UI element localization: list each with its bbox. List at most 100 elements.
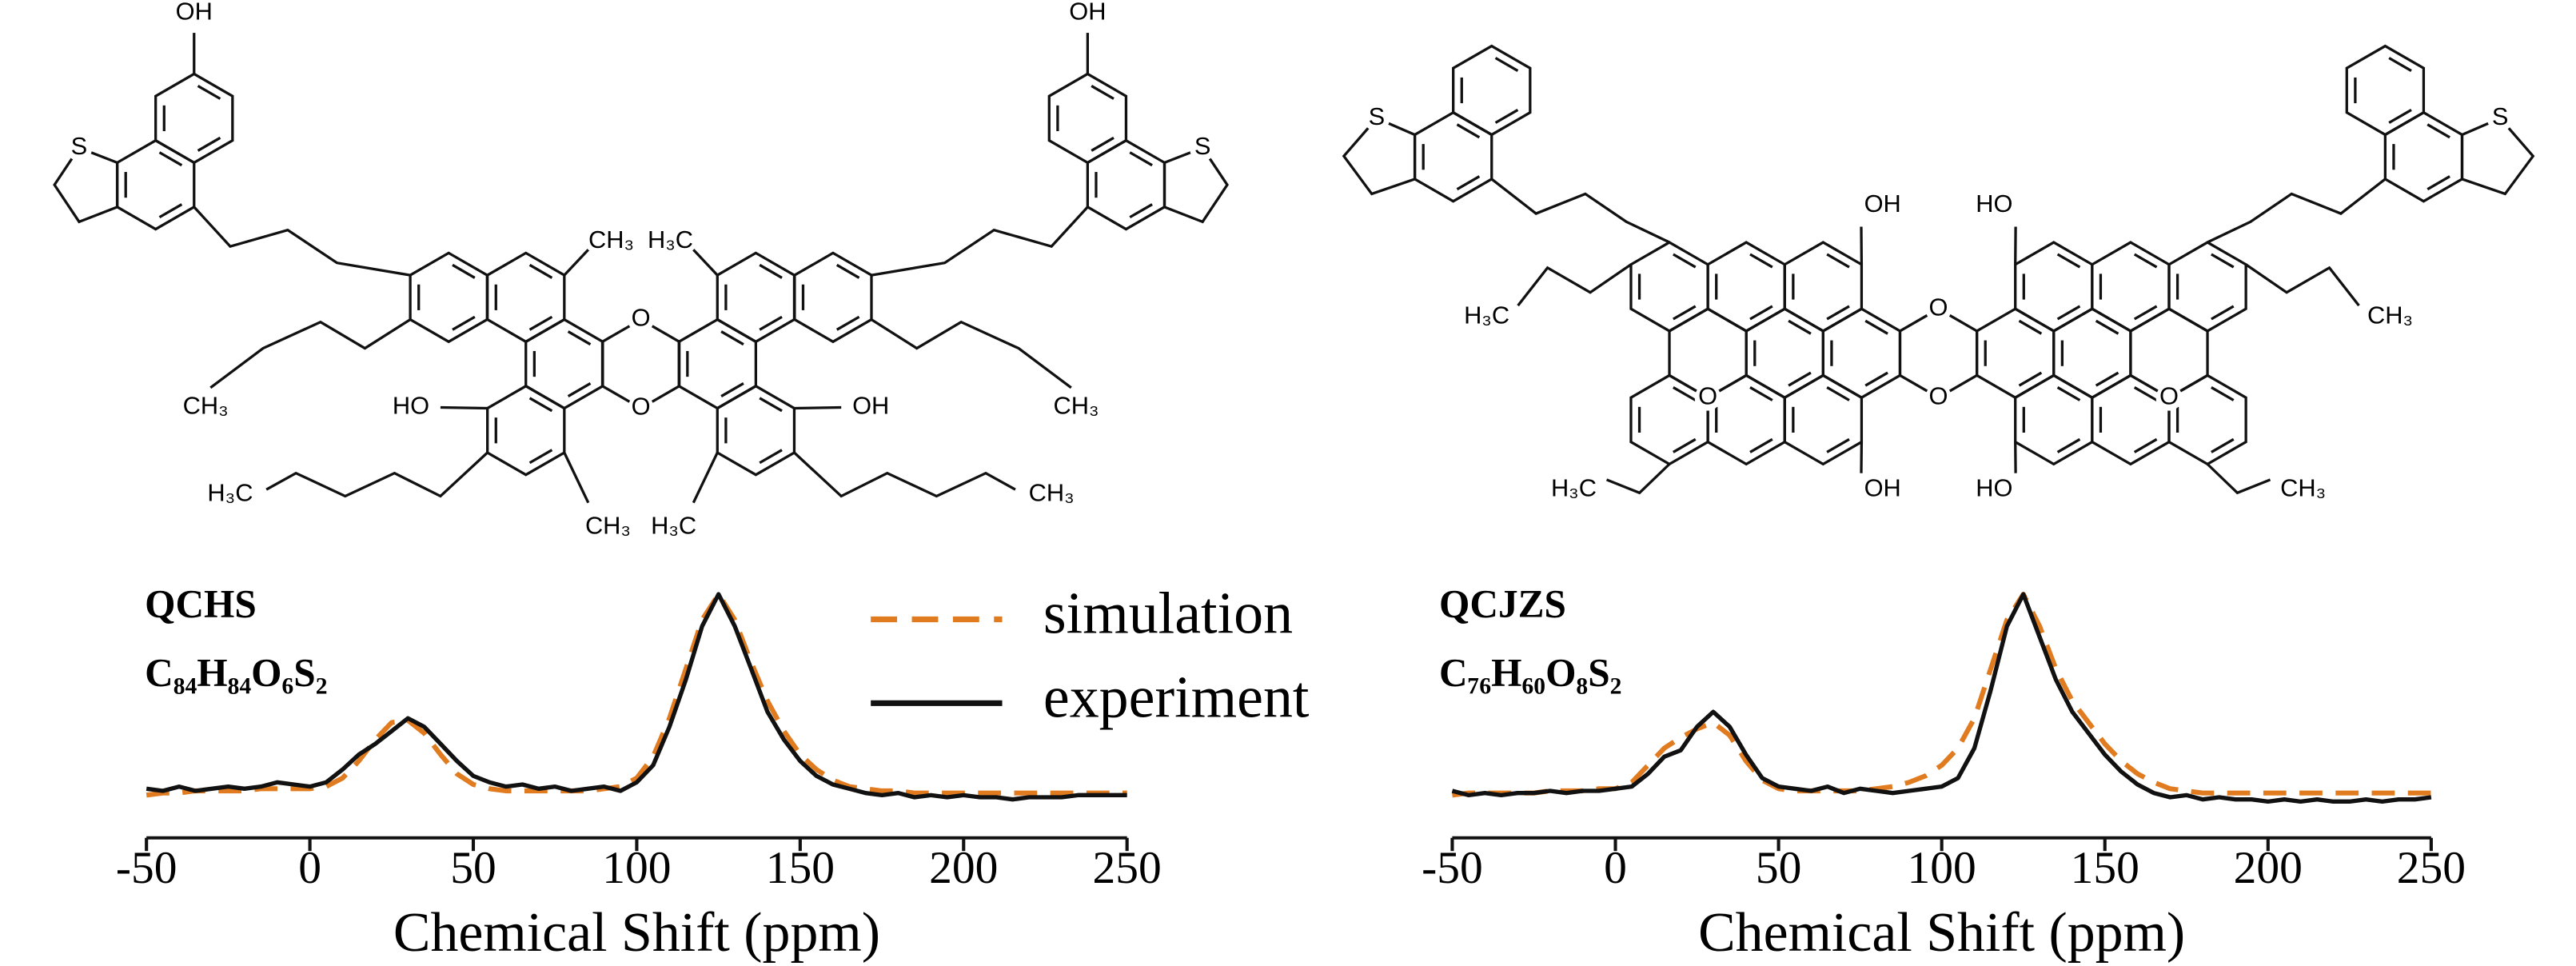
atom-label: S [1194, 132, 1211, 160]
x-tick-label: 0 [1604, 843, 1627, 893]
double-bond [1826, 385, 1850, 401]
label-bg [628, 306, 654, 333]
double-bond [158, 203, 183, 219]
ring-bond [486, 384, 566, 477]
double-bond [1494, 57, 1519, 73]
label-bg [2486, 105, 2514, 132]
double-bond [1864, 319, 1888, 335]
ring-bond [2014, 373, 2094, 466]
ring-bond [154, 72, 234, 165]
label-bg [397, 394, 425, 421]
ring-bond [2345, 44, 2426, 137]
double-bond [1673, 305, 1697, 321]
atom-label: CH₃ [588, 226, 634, 253]
atom-label: OH [176, 0, 213, 26]
label-bg [1869, 476, 1896, 503]
double-bond [1826, 305, 1850, 321]
bond [793, 451, 1016, 498]
label-bg [857, 394, 884, 421]
double-bond [197, 85, 221, 100]
double-bond [2133, 305, 2158, 321]
ring-bond [2383, 110, 2464, 203]
double-bond [2018, 319, 2043, 335]
ring-bond [1706, 241, 1786, 333]
label-bg [181, 0, 208, 26]
bond [2206, 463, 2271, 495]
label-bg [2290, 476, 2317, 503]
double-bond [759, 397, 783, 413]
ring-bond [716, 384, 796, 477]
bond [794, 405, 842, 410]
bond [209, 318, 411, 389]
double-bond [567, 330, 592, 346]
double-bond [2388, 57, 2412, 73]
double-bond [759, 263, 783, 279]
double-bond [1749, 253, 1773, 269]
atom-label: O [1929, 293, 1948, 321]
label-bg [1074, 0, 1101, 26]
label-bg [657, 228, 684, 255]
ring-bond [793, 251, 873, 344]
double-bond [2211, 437, 2235, 453]
double-bond [528, 263, 553, 279]
atom-label: O [2159, 381, 2179, 409]
label-bg [66, 134, 93, 162]
label-bg [595, 514, 621, 541]
x-tick-label: 50 [1756, 843, 1802, 893]
double-bond [2095, 371, 2119, 387]
double-bond [1129, 203, 1153, 219]
double-bond [2388, 108, 2412, 124]
double-bond [2056, 305, 2081, 321]
bond [193, 206, 411, 277]
x-tick-label: 250 [2397, 843, 2466, 893]
label-bg [1363, 105, 1390, 132]
atom-label: CH₃ [183, 392, 229, 420]
ring-bond [716, 251, 796, 344]
double-bond [2426, 123, 2450, 139]
double-bond [2133, 437, 2158, 453]
label-bg [1980, 476, 2008, 503]
ring-bond [486, 251, 566, 344]
double-bond [1673, 253, 1697, 269]
double-bond [528, 449, 553, 465]
label-bg [598, 228, 625, 255]
x-tick-label: 200 [2234, 843, 2303, 893]
atom-label: H₃C [651, 512, 696, 540]
double-bond [197, 136, 221, 152]
label-bg [1063, 394, 1090, 421]
ring-bond [1975, 307, 2056, 400]
atom-label: S [1369, 102, 1386, 130]
x-tick-label: 100 [1908, 843, 1976, 893]
ring-bond [1783, 241, 1864, 333]
double-bond [2211, 385, 2235, 401]
bond [871, 206, 1089, 277]
bond [1517, 263, 1632, 307]
bond [692, 452, 719, 504]
ring-bond [2091, 241, 2171, 333]
double-bond [1788, 319, 1812, 335]
legend-label: simulation [1043, 580, 1293, 645]
double-bond [2211, 305, 2235, 321]
label-bg [1869, 192, 1896, 219]
atom-label: O [1698, 381, 1717, 409]
double-bond [835, 315, 860, 331]
double-bond [2133, 253, 2158, 269]
double-bond [1673, 385, 1697, 401]
atom-label: HO [1976, 473, 2012, 501]
label-bg [1980, 192, 2008, 219]
label-bg [192, 394, 219, 421]
ring-bond [1413, 110, 1493, 203]
ring-bond [1745, 307, 1824, 400]
ring-bond [1783, 373, 1864, 466]
double-bond [2095, 319, 2119, 335]
atom-label: OH [1864, 473, 1901, 501]
x-tick-label: 150 [2071, 843, 2139, 893]
atom-label: CH₃ [2280, 473, 2326, 501]
double-bond [1456, 123, 1481, 139]
atom-label: CH₃ [1029, 479, 1075, 507]
atom-label: O [632, 304, 651, 332]
atom-label: CH₃ [1053, 392, 1099, 420]
double-bond [2211, 253, 2235, 269]
